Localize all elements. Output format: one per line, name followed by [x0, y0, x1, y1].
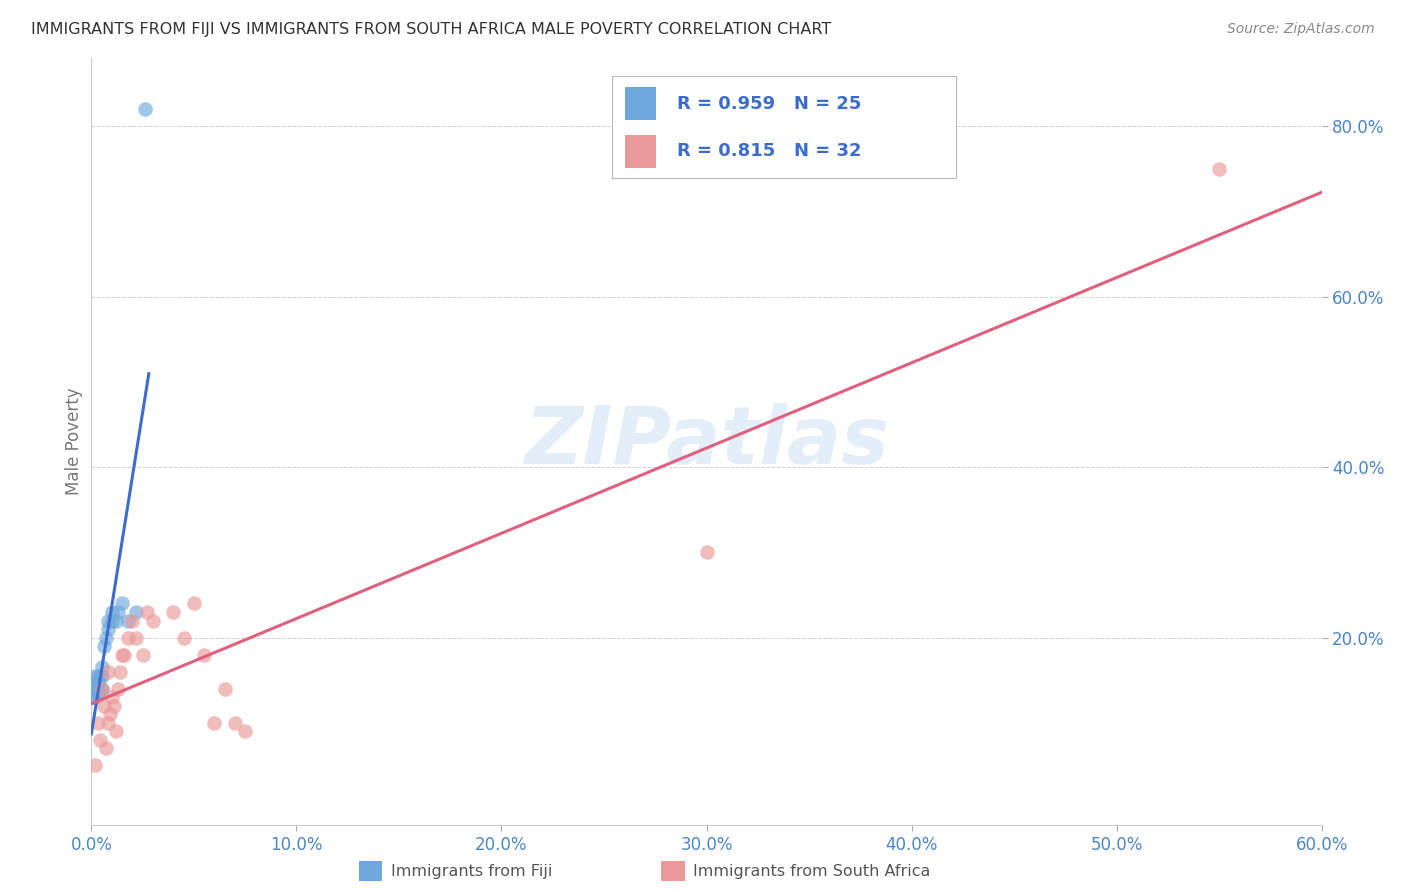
Point — [105, 614, 127, 628]
Text: Source: ZipAtlas.com: Source: ZipAtlas.com — [1227, 22, 1375, 37]
Point — [90, 681, 112, 696]
Point — [86, 686, 108, 700]
Text: IMMIGRANTS FROM FIJI VS IMMIGRANTS FROM SOUTH AFRICA MALE POVERTY CORRELATION CH: IMMIGRANTS FROM FIJI VS IMMIGRANTS FROM … — [31, 22, 831, 37]
Point — [82, 690, 104, 705]
Point — [101, 614, 124, 628]
FancyBboxPatch shape — [626, 136, 657, 168]
Point — [214, 681, 236, 696]
Point — [101, 605, 124, 619]
Point — [125, 631, 148, 645]
Point — [86, 677, 108, 691]
Point — [142, 614, 165, 628]
Point — [97, 614, 120, 628]
Point — [94, 631, 117, 645]
Text: ZIPatlas: ZIPatlas — [524, 402, 889, 481]
Point — [131, 648, 153, 662]
Point — [86, 715, 108, 730]
Point — [107, 681, 129, 696]
Point — [84, 681, 107, 696]
Point — [193, 648, 215, 662]
Point — [97, 622, 120, 636]
Point — [1208, 161, 1230, 176]
Point — [135, 605, 157, 619]
Point — [94, 741, 117, 756]
Point — [111, 648, 134, 662]
Point — [125, 605, 148, 619]
Point — [89, 732, 111, 747]
Point — [98, 707, 121, 722]
Point — [90, 681, 112, 696]
Point — [90, 669, 112, 683]
Point — [97, 665, 120, 679]
Point — [90, 660, 112, 674]
FancyBboxPatch shape — [626, 87, 657, 120]
Point — [695, 545, 717, 559]
Point — [89, 681, 111, 696]
Point — [84, 690, 107, 705]
Point — [224, 715, 246, 730]
Point — [82, 677, 104, 691]
Point — [84, 758, 107, 772]
Text: Immigrants from Fiji: Immigrants from Fiji — [391, 864, 553, 879]
Point — [84, 669, 107, 683]
Text: R = 0.959   N = 25: R = 0.959 N = 25 — [678, 95, 862, 112]
Point — [108, 665, 131, 679]
Point — [183, 597, 205, 611]
Point — [86, 669, 108, 683]
Point — [103, 698, 125, 713]
Point — [134, 102, 156, 116]
Point — [97, 715, 120, 730]
Point — [111, 597, 134, 611]
Text: R = 0.815   N = 32: R = 0.815 N = 32 — [678, 142, 862, 160]
Point — [202, 715, 225, 730]
Point — [121, 614, 143, 628]
Point — [117, 631, 139, 645]
Point — [173, 631, 195, 645]
Point — [112, 648, 135, 662]
Point — [117, 614, 139, 628]
Point — [93, 698, 115, 713]
Point — [162, 605, 184, 619]
Point — [233, 724, 256, 739]
Point — [101, 690, 124, 705]
Text: Immigrants from South Africa: Immigrants from South Africa — [693, 864, 931, 879]
Point — [93, 639, 115, 653]
Point — [107, 605, 129, 619]
Point — [105, 724, 127, 739]
Point — [89, 669, 111, 683]
Y-axis label: Male Poverty: Male Poverty — [65, 388, 83, 495]
